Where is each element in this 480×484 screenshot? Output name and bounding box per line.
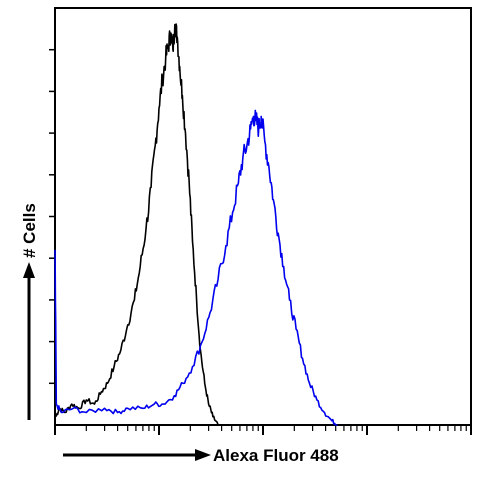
series-stained-histogram [54, 109, 338, 426]
y-axis-ticks [49, 48, 55, 385]
y-axis-label: # Cells [20, 203, 39, 258]
x-axis-ticks [54, 425, 472, 435]
y-axis-arrow-head [23, 262, 35, 278]
series-layer [54, 23, 338, 426]
plot-frame [54, 7, 472, 426]
x-axis-label: Alexa Fluor 488 [213, 446, 339, 465]
series-control-histogram [55, 23, 219, 426]
x-axis-arrow-head [195, 449, 211, 461]
